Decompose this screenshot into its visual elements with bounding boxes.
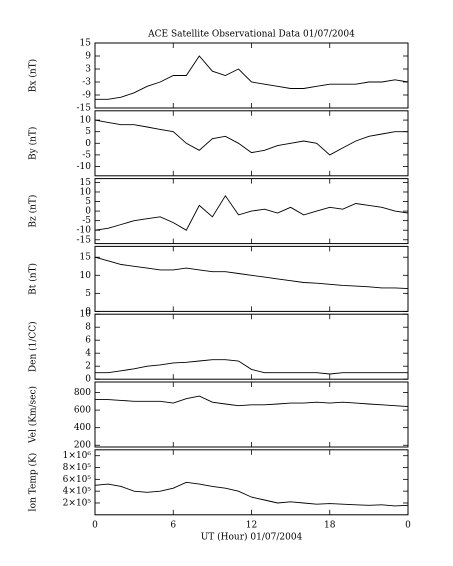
data-line bbox=[95, 359, 408, 375]
x-tick-label: 6 bbox=[170, 520, 176, 530]
y-tick-label: 2×10⁵ bbox=[63, 498, 92, 508]
y-tick-label: 0 bbox=[85, 375, 91, 385]
y-tick-label: -15 bbox=[77, 104, 92, 114]
panel-frame bbox=[94, 42, 409, 109]
y-tick-label: -10 bbox=[77, 162, 92, 172]
data-line bbox=[95, 395, 409, 408]
y-tick-label: 10 bbox=[80, 310, 92, 320]
y-tick-label: 1×10⁶ bbox=[63, 451, 92, 461]
data-line bbox=[94, 481, 409, 507]
y-tick-label: 800 bbox=[74, 388, 91, 398]
y-tick-label: 10 bbox=[80, 116, 92, 126]
x-tick-label: 0 bbox=[92, 520, 98, 530]
panel-frame bbox=[94, 110, 409, 177]
y-tick-label: -5 bbox=[82, 150, 91, 160]
y-axis-label: By (nT) bbox=[28, 127, 39, 160]
y-tick-label: 15 bbox=[80, 39, 92, 49]
y-tick-label: 6 bbox=[85, 336, 91, 346]
panel-frame bbox=[94, 245, 409, 312]
y-tick-label: -10 bbox=[77, 226, 92, 236]
y-tick-label: 15 bbox=[80, 178, 92, 188]
data-line bbox=[94, 256, 409, 290]
panel-frame bbox=[94, 381, 409, 448]
y-axis-label: Den (1/CC) bbox=[28, 321, 39, 372]
y-tick-label: 8 bbox=[85, 323, 91, 333]
y-tick-label: 2 bbox=[85, 362, 91, 372]
x-tick-label: 12 bbox=[246, 520, 257, 530]
y-tick-label: 400 bbox=[74, 423, 91, 433]
y-tick-label: 10 bbox=[80, 187, 92, 197]
y-tick-label: 5 bbox=[85, 127, 91, 137]
data-line bbox=[94, 119, 408, 156]
y-tick-label: 0 bbox=[85, 139, 91, 149]
y-tick-label: 6×10⁵ bbox=[63, 475, 92, 485]
y-axis-label: Ion Temp (K) bbox=[28, 453, 39, 512]
y-tick-label: -5 bbox=[82, 216, 91, 226]
data-line bbox=[94, 194, 409, 231]
y-axis-label: Bt (nT) bbox=[28, 263, 39, 295]
y-axis-label: Vel (Km/sec) bbox=[28, 386, 39, 444]
y-tick-label: 8×10⁵ bbox=[63, 463, 92, 473]
y-tick-label: 5 bbox=[85, 289, 91, 299]
y-tick-label: 600 bbox=[74, 406, 91, 416]
y-tick-label: 4×10⁵ bbox=[63, 487, 92, 497]
y-tick-label: -15 bbox=[77, 235, 92, 245]
chart-title: ACE Satellite Observational Data 01/07/2… bbox=[147, 30, 355, 40]
y-tick-label: -9 bbox=[82, 91, 91, 101]
y-tick-label: 10 bbox=[80, 271, 92, 281]
y-axis-label: Bx (nT) bbox=[28, 59, 39, 92]
x-tick-label: 0 bbox=[405, 520, 411, 530]
y-axis-label: Bz (nT) bbox=[28, 195, 39, 228]
y-tick-label: 3 bbox=[85, 65, 91, 75]
x-axis-label: UT (Hour) 01/07/2004 bbox=[201, 531, 303, 542]
y-tick-label: 9 bbox=[85, 52, 91, 62]
y-tick-label: 200 bbox=[74, 441, 91, 451]
y-tick-label: 4 bbox=[85, 349, 91, 359]
y-tick-label: 15 bbox=[80, 253, 92, 263]
y-tick-label: -3 bbox=[82, 78, 91, 88]
y-tick-label: 0 bbox=[85, 207, 91, 217]
y-tick-label: 0 bbox=[85, 307, 91, 317]
x-tick-label: 18 bbox=[324, 520, 336, 530]
y-tick-label: 5 bbox=[85, 197, 91, 207]
data-line bbox=[95, 55, 409, 100]
